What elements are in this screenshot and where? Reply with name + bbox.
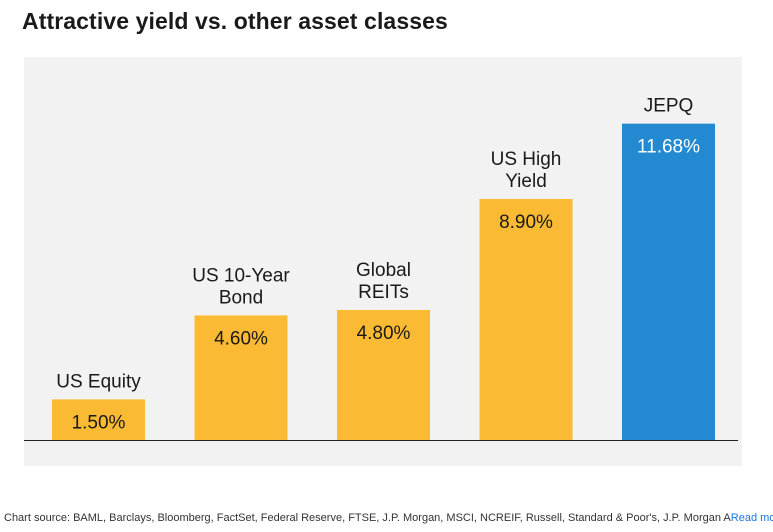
value-label-jepq: 11.68%	[637, 137, 700, 158]
category-label-us-10-year-bond: US 10-Year	[192, 265, 290, 286]
value-label-us-high-yield: 8.90%	[499, 212, 553, 233]
read-more-link[interactable]: Read more	[730, 512, 773, 524]
category-label-us-high-yield: US High	[491, 149, 562, 170]
category-label-us-high-yield: Yield	[505, 171, 547, 192]
category-label-us-equity: US Equity	[56, 371, 141, 392]
category-label-global-reits: REITs	[358, 282, 409, 303]
value-label-global-reits: 4.80%	[357, 323, 411, 344]
bar-us-high-yield	[479, 198, 573, 440]
chart-source-text: Chart source: BAML, Barclays, Bloomberg,…	[4, 512, 731, 524]
category-label-us-10-year-bond: Bond	[219, 287, 263, 308]
value-label-us-10-year-bond: 4.60%	[214, 328, 268, 349]
category-label-jepq: JEPQ	[644, 96, 694, 117]
bar-jepq	[622, 123, 715, 441]
category-label-global-reits: Global	[356, 260, 411, 281]
bar-us-10-year-bond	[194, 315, 288, 440]
chart-title: Attractive yield vs. other asset classes	[22, 8, 448, 34]
chart-source: Chart source: BAML, Barclays, Bloomberg,…	[4, 512, 773, 524]
value-label-us-equity: 1.50%	[72, 412, 126, 433]
bar-us-equity	[52, 399, 145, 440]
bar-global-reits	[337, 310, 430, 440]
